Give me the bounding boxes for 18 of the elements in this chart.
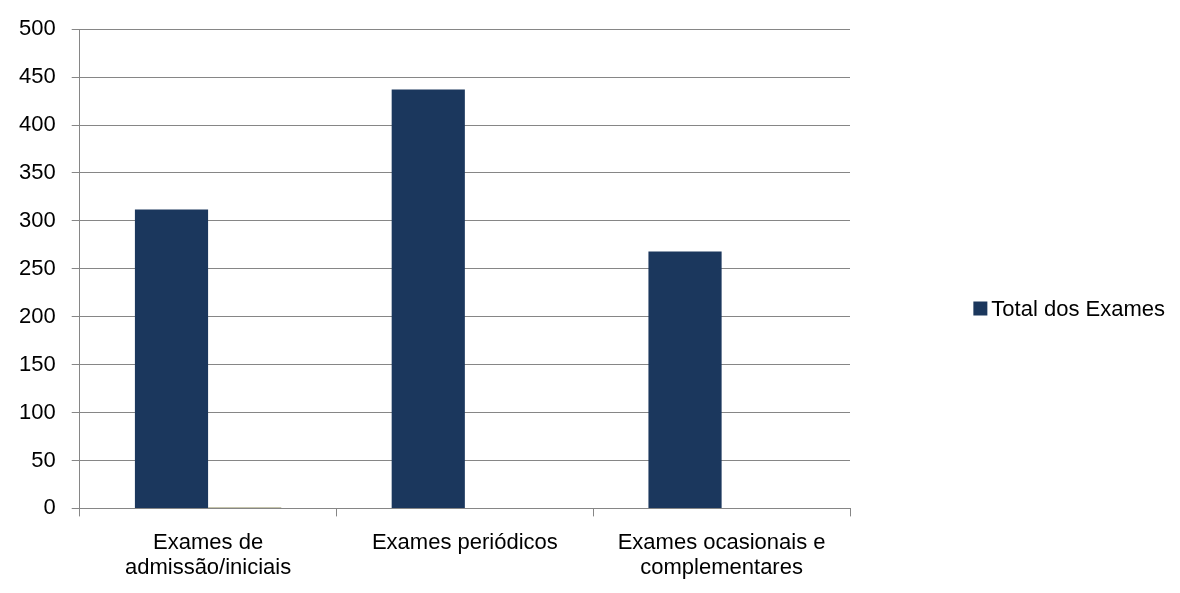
legend-label: Total dos Exames xyxy=(991,295,1165,321)
x-tick-label: Exames de admissão/iniciais xyxy=(124,529,292,580)
y-tick-label: 350 xyxy=(18,159,56,185)
bar xyxy=(134,209,209,508)
y-tick-label: 50 xyxy=(31,446,56,472)
y-tick-label: 100 xyxy=(18,398,56,424)
x-tick-label: Exames periódicos xyxy=(371,529,558,555)
y-tick-label: 0 xyxy=(43,494,56,520)
y-tick-label: 400 xyxy=(18,111,56,137)
y-tick-label: 150 xyxy=(18,350,56,376)
bar xyxy=(391,89,465,508)
bar xyxy=(648,251,722,508)
y-tick-label: 450 xyxy=(18,63,56,89)
y-tick-label: 200 xyxy=(18,302,56,328)
y-tick-label: 250 xyxy=(18,254,56,280)
y-tick-label: 500 xyxy=(18,15,56,41)
x-tick-label: Exames ocasionais e complementares xyxy=(617,529,826,580)
y-tick-label: 300 xyxy=(18,206,56,232)
